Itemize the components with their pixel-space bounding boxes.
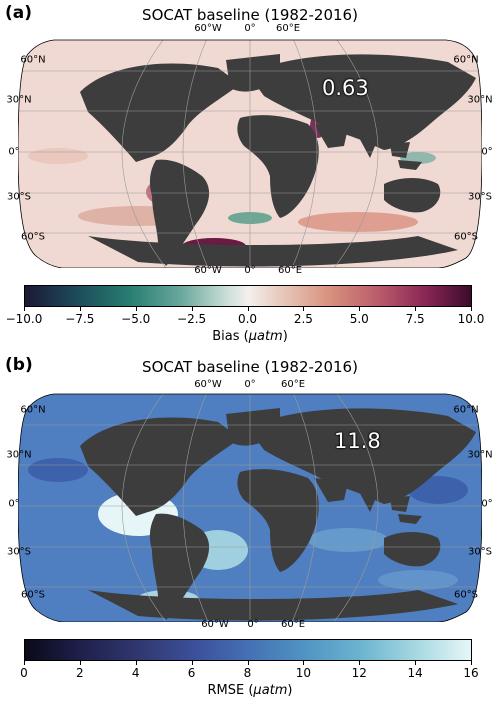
lat-right-30n: 30°N — [467, 94, 493, 106]
rmse-tick-mark — [415, 661, 417, 665]
rmse-tick-mark — [135, 661, 137, 665]
lat-right-30n-b: 30°N — [467, 449, 493, 461]
bias-tick-label: 7.5 — [405, 312, 425, 326]
bias-tick-label: −10.0 — [5, 312, 43, 326]
lat-left-30s-b: 30°S — [6, 546, 32, 558]
lon-label-0-top-b: 0° — [244, 379, 256, 390]
lat-left-0: 0° — [8, 146, 20, 158]
lon-label-60e-top-b: 60°E — [280, 379, 306, 390]
panel-label-a: (a) — [5, 3, 33, 23]
lat-right-0-b: 0° — [481, 498, 493, 510]
rmse-tick-mark — [24, 661, 25, 665]
lon-label-60w-top-b: 60°W — [194, 379, 222, 390]
bias-tick-mark — [191, 307, 193, 311]
lat-left-60s-b: 60°S — [20, 589, 46, 601]
bias-tick-label: 2.5 — [293, 312, 313, 326]
bias-map — [18, 39, 482, 268]
bias-tick-mark — [415, 307, 417, 311]
bias-tick-label: −5.0 — [121, 312, 151, 326]
graticule-lines — [18, 40, 482, 268]
lon-label-60e-bottom-b: 60°E — [280, 619, 306, 630]
rmse-tick-label: 4 — [131, 666, 140, 680]
lat-right-60s: 60°S — [453, 231, 479, 243]
lon-label-0-bottom-b: 0° — [247, 619, 259, 630]
lat-right-60n: 60°N — [453, 54, 479, 66]
bias-colorbar — [24, 285, 472, 307]
rmse-tick-mark — [359, 661, 361, 665]
rmse-colorbar — [24, 639, 472, 661]
bias-tick-mark — [359, 307, 361, 311]
rmse-tick-label: 8 — [243, 666, 252, 680]
lon-label-60w-bottom: 60°W — [194, 265, 222, 276]
lat-left-30s: 30°S — [6, 191, 32, 203]
rmse-tick-mark — [191, 661, 193, 665]
lat-right-0: 0° — [481, 146, 493, 158]
bias-tick-mark — [471, 307, 472, 311]
bias-colorbar-label: Bias (μatm) — [212, 329, 288, 344]
rmse-tick-label: 16 — [463, 666, 479, 680]
rmse-tick-label: 14 — [407, 666, 423, 680]
panel-b: (b) SOCAT baseline (1982-2016) 60°W 0° 6… — [0, 352, 500, 703]
rmse-tick-label: 12 — [351, 666, 367, 680]
rmse-tick-mark — [79, 661, 81, 665]
lat-left-60n: 60°N — [20, 54, 46, 66]
panel-title-b: SOCAT baseline (1982-2016) — [142, 358, 358, 376]
rmse-tick-mark — [247, 661, 249, 665]
rmse-tick-label: 6 — [187, 666, 196, 680]
bias-tick-mark — [247, 307, 249, 311]
lon-label-60e-bottom: 60°E — [277, 265, 303, 276]
rmse-tick-label: 2 — [76, 666, 84, 680]
lon-label-0-top: 0° — [244, 23, 256, 34]
lat-right-60s-b: 60°S — [453, 589, 479, 601]
lat-right-60n-b: 60°N — [453, 404, 479, 416]
lon-label-60e-top: 60°E — [275, 23, 301, 34]
lon-label-60w-bottom-b: 60°W — [201, 619, 229, 630]
global-mean-rmse: 11.8 — [334, 429, 381, 453]
global-mean-bias: 0.63 — [322, 76, 369, 100]
bias-tick-label: −2.5 — [177, 312, 207, 326]
lat-right-30s-b: 30°S — [467, 546, 493, 558]
bias-tick-label: −7.5 — [65, 312, 95, 326]
lat-right-30s: 30°S — [467, 191, 493, 203]
bias-tick-mark — [24, 307, 25, 311]
panel-title-a: SOCAT baseline (1982-2016) — [142, 6, 358, 24]
bias-tick-label: 0.0 — [237, 312, 258, 326]
bias-tick-mark — [135, 307, 137, 311]
lat-left-60s: 60°S — [20, 231, 46, 243]
graticule-lines-b — [18, 394, 482, 622]
lon-label-60w-top: 60°W — [194, 23, 222, 34]
lat-left-30n: 30°N — [6, 94, 32, 106]
rmse-map — [18, 393, 482, 622]
rmse-colorbar-label: RMSE (μatm) — [207, 683, 293, 698]
lat-left-0-b: 0° — [8, 498, 20, 510]
bias-tick-mark — [79, 307, 81, 311]
bias-tick-mark — [303, 307, 305, 311]
panel-label-b: (b) — [5, 355, 33, 375]
lat-left-60n-b: 60°N — [20, 404, 46, 416]
lat-left-30n-b: 30°N — [6, 449, 32, 461]
rmse-tick-mark — [303, 661, 305, 665]
rmse-tick-label: 0 — [20, 666, 28, 680]
panel-a: (a) SOCAT baseline (1982-2016) 60°W 0° 6… — [0, 0, 500, 344]
rmse-tick-mark — [471, 661, 472, 665]
lon-label-0-bottom: 0° — [244, 265, 256, 276]
bias-tick-label: 10.0 — [457, 312, 485, 326]
bias-tick-label: 5.0 — [349, 312, 369, 326]
rmse-tick-label: 10 — [295, 666, 312, 680]
